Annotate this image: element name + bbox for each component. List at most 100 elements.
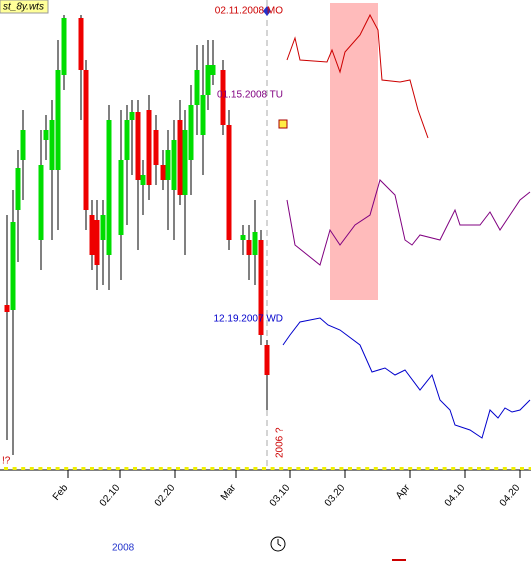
axis-decoration (64, 467, 69, 470)
axis-decoration (494, 467, 499, 470)
axis-decoration (356, 467, 361, 470)
axis-decoration (115, 467, 120, 470)
axis-decoration (313, 467, 318, 470)
axis-decoration (244, 467, 249, 470)
candle-body (226, 125, 232, 240)
candle-body (15, 168, 21, 210)
axis-decoration (150, 467, 155, 470)
candle-body (38, 165, 44, 240)
candle-body (182, 130, 188, 195)
projection-line (286, 179, 531, 266)
axis-decoration (176, 467, 180, 470)
axis-decoration (296, 467, 301, 470)
axis-decoration (124, 467, 129, 470)
axis-decoration (107, 467, 112, 470)
candle-body (258, 240, 264, 335)
axis-decoration (468, 467, 473, 470)
axis-decoration (520, 467, 524, 470)
candle-body (118, 160, 124, 235)
axis-decoration (201, 467, 206, 470)
marker-label: 2006 ? (275, 427, 286, 458)
candle-body (106, 120, 112, 255)
axis-decoration (193, 467, 198, 470)
axis-decoration (253, 467, 258, 470)
candle-body (61, 18, 67, 75)
candle-body (153, 130, 159, 165)
corner-label: !? (2, 456, 11, 467)
candle-body (89, 215, 95, 255)
axis-decoration (391, 467, 395, 470)
axis-decoration (528, 467, 531, 470)
axis-decoration (158, 467, 163, 470)
axis-decoration (167, 467, 172, 470)
axis-decoration (279, 467, 284, 470)
axis-decoration (98, 467, 103, 470)
axis-decoration (485, 467, 490, 470)
axis-decoration (408, 467, 413, 470)
candle-body (200, 95, 206, 135)
axis-decoration (47, 467, 51, 470)
axis-decoration (236, 467, 241, 470)
axis-decoration (459, 467, 464, 470)
axis-decoration (434, 467, 438, 470)
candle-body (246, 240, 252, 255)
candle-body (210, 65, 216, 75)
axis-decoration (425, 467, 430, 470)
axis-decoration (270, 467, 275, 470)
marker-square (278, 119, 288, 129)
candle-body (124, 120, 130, 160)
axis-decoration (330, 467, 335, 470)
candle-body (264, 345, 270, 375)
series-label: 01.15.2008 TU (217, 90, 283, 101)
axis-decoration (38, 467, 43, 470)
candle-body (240, 235, 246, 240)
axis-decoration (262, 467, 266, 470)
candle-body (160, 165, 166, 180)
axis-decoration (348, 467, 352, 470)
axis-decoration (219, 467, 223, 470)
candle-body (49, 120, 55, 170)
candle-body (188, 105, 194, 160)
candle-body (135, 112, 141, 180)
candle-body (78, 18, 84, 70)
axis-decoration (511, 467, 516, 470)
axis-decoration (451, 467, 456, 470)
axis-decoration (141, 467, 146, 470)
axis-decoration (382, 467, 387, 470)
axis-decoration (81, 467, 86, 470)
candle-body (4, 305, 10, 312)
axis-decoration (12, 467, 17, 470)
candle-body (94, 220, 100, 265)
axis-decoration (21, 467, 26, 470)
chart-title: st_8y.wts (3, 2, 44, 13)
candle-body (43, 130, 49, 140)
axis-decoration (373, 467, 378, 470)
candle-body (205, 65, 211, 95)
candle-body (194, 70, 200, 105)
axis-decoration (416, 467, 421, 470)
axis-decoration (210, 467, 215, 470)
candle-body (55, 70, 61, 170)
axis-decoration (477, 467, 481, 470)
candle-body (171, 140, 177, 190)
series-label: 12.19.2007 WD (214, 314, 284, 325)
year-label: 2008 (112, 543, 135, 554)
axis-decoration (339, 467, 344, 470)
title-box (0, 0, 49, 14)
axis-decoration (90, 467, 94, 470)
candle-body (252, 232, 258, 255)
axis-decoration (287, 467, 292, 470)
candle-body (129, 112, 135, 120)
candle-body (20, 130, 26, 160)
axis-decoration (55, 467, 60, 470)
clock-icon (270, 536, 286, 552)
axis-decoration (133, 467, 137, 470)
axis-decoration (29, 467, 34, 470)
axis-decoration (365, 467, 370, 470)
candle-body (146, 110, 152, 185)
axis-decoration (4, 467, 8, 470)
projection-line (282, 317, 531, 439)
highlight-band (330, 3, 378, 300)
axis-decoration (305, 467, 309, 470)
